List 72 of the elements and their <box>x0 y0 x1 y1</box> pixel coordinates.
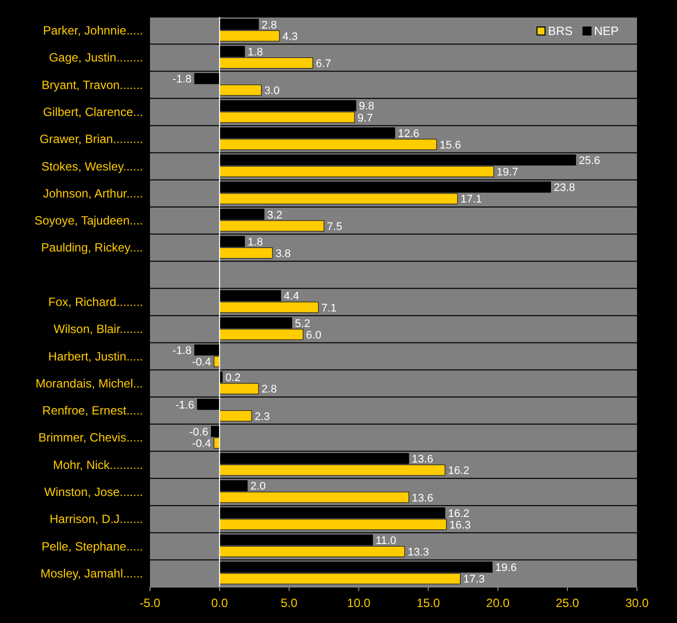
data-label: 5.2 <box>294 318 310 330</box>
y-tick-label: Gilbert, Clarence... <box>42 105 143 119</box>
data-label: -0.4 <box>192 356 212 369</box>
data-label: 15.6 <box>440 139 462 152</box>
data-label: 11.0 <box>376 535 396 547</box>
data-label: 16.3 <box>449 519 471 532</box>
data-label: 1.8 <box>248 46 263 58</box>
data-label: -1.8 <box>172 345 192 357</box>
x-tick-label: 30.0 <box>625 596 649 610</box>
data-label: 2.8 <box>262 19 277 32</box>
y-tick-label: Harrison, D.J....... <box>50 512 143 526</box>
y-tick-label: Paulding, Rickey.... <box>41 240 143 255</box>
data-label: 1.8 <box>248 236 263 248</box>
y-tick-label: Grawer, Brian......... <box>40 132 143 146</box>
data-label: 16.2 <box>448 508 470 520</box>
bar <box>219 84 262 96</box>
data-label: 19.7 <box>496 166 518 179</box>
data-label: 2.3 <box>254 410 270 423</box>
data-label: 23.8 <box>554 182 576 194</box>
data-label: 3.0 <box>264 85 280 98</box>
data-label: 6.0 <box>306 329 322 342</box>
y-tick-label: Wilson, Blair....... <box>54 322 143 336</box>
data-label: -1.6 <box>175 399 194 412</box>
data-label: 2.0 <box>250 480 266 493</box>
y-tick-label: Harbert, Justin..... <box>48 349 143 364</box>
data-label: 3.2 <box>267 209 282 222</box>
y-tick-label: Stokes, Wesley...... <box>41 159 143 174</box>
data-label: 2.8 <box>262 384 277 396</box>
data-label: 13.3 <box>408 546 430 559</box>
y-tick-label: Mosley, Jamahl...... <box>40 566 143 580</box>
data-label: 9.8 <box>358 100 374 113</box>
data-label: 19.6 <box>495 562 517 574</box>
y-tick-label: Parker, Johnnie..... <box>42 24 143 38</box>
data-label: 4.3 <box>282 30 298 43</box>
data-label: 4.4 <box>284 290 300 303</box>
data-label: 0.2 <box>225 372 241 384</box>
data-label: 9.7 <box>358 112 373 124</box>
data-label: 12.6 <box>398 128 420 140</box>
data-label: 13.6 <box>412 492 434 504</box>
data-label: -1.8 <box>172 74 192 86</box>
legend-label: BRS <box>548 24 573 38</box>
y-tick-label: Mohr, Nick.......... <box>52 458 143 472</box>
y-tick-label: Winston, Jose....... <box>44 485 143 499</box>
bar <box>219 410 252 422</box>
y-tick-label: Bryant, Travon....... <box>42 78 143 92</box>
legend-label: NEP <box>594 24 619 38</box>
x-tick-label: -5.0 <box>140 596 161 610</box>
y-tick-label: Pelle, Stephane..... <box>42 539 143 554</box>
y-tick-label: Fox, Richard........ <box>48 295 143 309</box>
y-tick-label: Morandais, Michel... <box>36 376 143 390</box>
data-label: 7.5 <box>326 220 342 233</box>
y-tick-label: Gage, Justin........ <box>48 50 143 65</box>
data-label: 17.1 <box>460 194 482 206</box>
data-label: 25.6 <box>578 155 600 167</box>
data-label: -0.6 <box>189 426 208 438</box>
data-label: 3.8 <box>275 248 291 260</box>
x-tick-label: 10.0 <box>347 596 371 610</box>
data-label: 6.7 <box>316 58 332 70</box>
data-label: 17.3 <box>463 574 485 586</box>
y-tick-label: Soyoye, Tajudeen.... <box>34 214 143 228</box>
data-label: -0.4 <box>192 438 212 450</box>
data-label: 16.2 <box>448 465 470 478</box>
x-tick-label: 25.0 <box>556 596 580 610</box>
x-tick-label: 0.0 <box>211 596 228 610</box>
data-label: 13.6 <box>412 454 434 466</box>
x-tick-label: 15.0 <box>416 596 440 610</box>
y-tick-label: Brimmer, Chevis..... <box>38 430 143 445</box>
data-label: 7.1 <box>321 302 337 314</box>
y-tick-label: Renfroe, Ernest..... <box>42 404 143 418</box>
y-tick-label: Johnson, Arthur..... <box>42 186 143 200</box>
x-tick-label: 20.0 <box>486 596 510 610</box>
x-tick-label: 5.0 <box>280 596 298 610</box>
